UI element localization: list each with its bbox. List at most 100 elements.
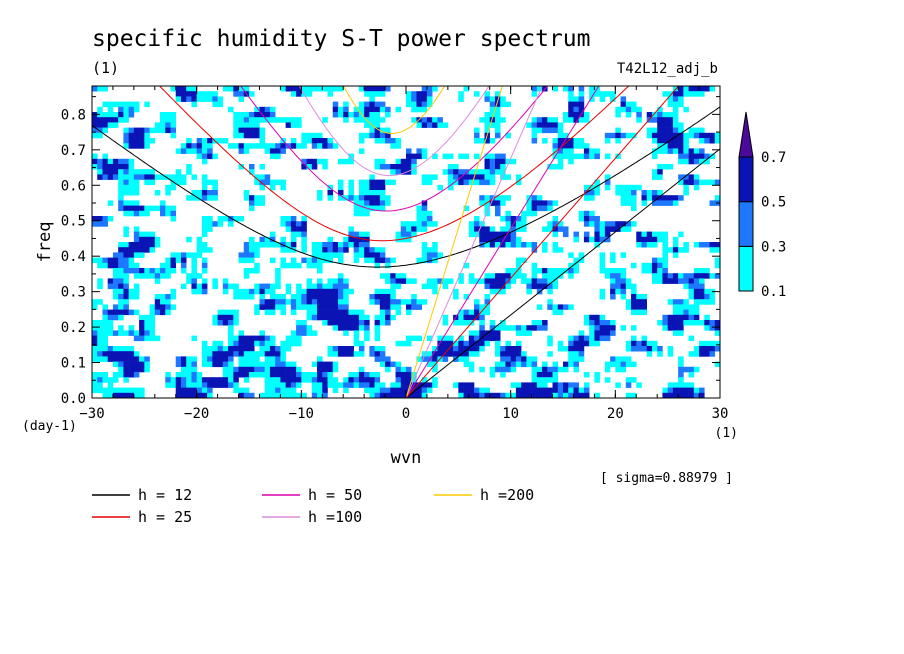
heatmap-cell: [358, 346, 365, 352]
heatmap-cell: [474, 169, 480, 175]
heatmap-cell: [97, 340, 103, 347]
heatmap-cell: [432, 122, 438, 128]
heatmap-cell: [364, 377, 370, 383]
heatmap-cell: [290, 304, 297, 310]
heatmap-cell: [688, 372, 695, 378]
heatmap-cell: [369, 351, 375, 357]
heatmap-cell: [693, 366, 700, 373]
heatmap-cell: [149, 242, 156, 248]
heatmap-cell: [160, 174, 166, 180]
heatmap-cell: [343, 278, 349, 284]
heatmap-cell: [374, 158, 381, 165]
heatmap-cell: [395, 138, 402, 144]
heatmap-cell: [704, 314, 710, 321]
heatmap-cell: [123, 179, 129, 186]
heatmap-cell: [385, 392, 391, 398]
heatmap-cell: [515, 262, 522, 269]
heatmap-cell: [589, 216, 595, 222]
heatmap-cell: [672, 247, 679, 253]
heatmap-cell: [610, 283, 616, 290]
heatmap-cell: [709, 242, 716, 248]
heatmap-cell: [563, 382, 569, 388]
heatmap-cell: [526, 325, 532, 331]
heatmap-cell: [243, 143, 250, 149]
heatmap-cell: [662, 91, 668, 97]
heatmap-cell: [228, 356, 234, 362]
heatmap-cell: [667, 132, 674, 139]
heatmap-cell: [395, 387, 402, 394]
heatmap-cell: [296, 262, 302, 269]
heatmap-cell: [285, 221, 292, 227]
heatmap-cell: [233, 294, 239, 300]
heatmap-cell: [547, 283, 553, 290]
heatmap-cell: [306, 278, 313, 284]
heatmap-cell: [683, 132, 689, 139]
heatmap-cell: [442, 335, 449, 342]
heatmap-cell: [112, 288, 119, 295]
heatmap-cell: [662, 148, 668, 154]
y-axis-label: freq: [35, 222, 55, 263]
heatmap-cell: [123, 330, 129, 336]
heatmap-cell: [191, 148, 197, 154]
heatmap-cell: [133, 179, 140, 186]
heatmap-cell: [123, 366, 129, 373]
heatmap-cell: [332, 299, 339, 305]
heatmap-cell: [484, 91, 491, 97]
heatmap-cell: [259, 164, 265, 170]
heatmap-cell: [133, 226, 140, 232]
heatmap-cell: [379, 257, 386, 264]
heatmap-cell: [636, 309, 642, 316]
heatmap-cell: [118, 330, 124, 336]
heatmap-cell: [510, 273, 517, 279]
heatmap-cell: [275, 346, 281, 352]
heatmap-cell: [636, 346, 642, 352]
heatmap-cell: [604, 153, 611, 160]
heatmap-cell: [468, 179, 475, 186]
heatmap-cell: [358, 195, 365, 201]
heatmap-cell: [379, 117, 386, 123]
heatmap-cell: [228, 221, 234, 227]
heatmap-cell: [317, 382, 323, 388]
heatmap-cell: [317, 138, 323, 144]
heatmap-cell: [704, 132, 710, 139]
heatmap-cell: [416, 91, 422, 97]
kelvin-curve: [405, 86, 600, 398]
heatmap-cell: [479, 320, 485, 326]
heatmap-cell: [447, 351, 454, 357]
heatmap-cell: [343, 195, 349, 201]
heatmap-cell: [259, 106, 265, 113]
heatmap-cell: [358, 210, 365, 217]
heatmap-cell: [625, 340, 632, 347]
heatmap-cell: [322, 143, 328, 149]
heatmap-cell: [123, 190, 129, 196]
heatmap-cell: [709, 247, 716, 253]
heatmap-cell: [254, 283, 260, 290]
heatmap-cell: [233, 127, 239, 134]
heatmap-cell: [625, 112, 632, 118]
heatmap-cell: [547, 164, 553, 170]
heatmap-cell: [139, 325, 145, 331]
heatmap-cell: [269, 283, 276, 290]
heatmap-cell: [222, 351, 229, 357]
heatmap-cell: [254, 309, 260, 316]
heatmap-cell: [285, 382, 292, 388]
heatmap-cell: [107, 387, 114, 394]
heatmap-cell: [343, 242, 349, 248]
heatmap-cell: [112, 164, 119, 170]
heatmap-cell: [385, 138, 391, 144]
heatmap-cell: [139, 335, 145, 342]
heatmap-cell: [353, 195, 360, 201]
heatmap-cell: [317, 247, 323, 253]
heatmap-cell: [552, 304, 559, 310]
heatmap-cell: [144, 132, 150, 139]
heatmap-cell: [657, 143, 663, 149]
heatmap-cell: [578, 210, 585, 217]
heatmap-cell: [118, 247, 124, 253]
heatmap-cell: [306, 377, 313, 383]
heatmap-cell: [714, 346, 720, 352]
heatmap-cell: [118, 351, 124, 357]
heatmap-cell: [92, 127, 98, 134]
heatmap-cell: [563, 132, 569, 139]
heatmap-cell: [144, 174, 150, 180]
heatmap-cell: [306, 299, 313, 305]
